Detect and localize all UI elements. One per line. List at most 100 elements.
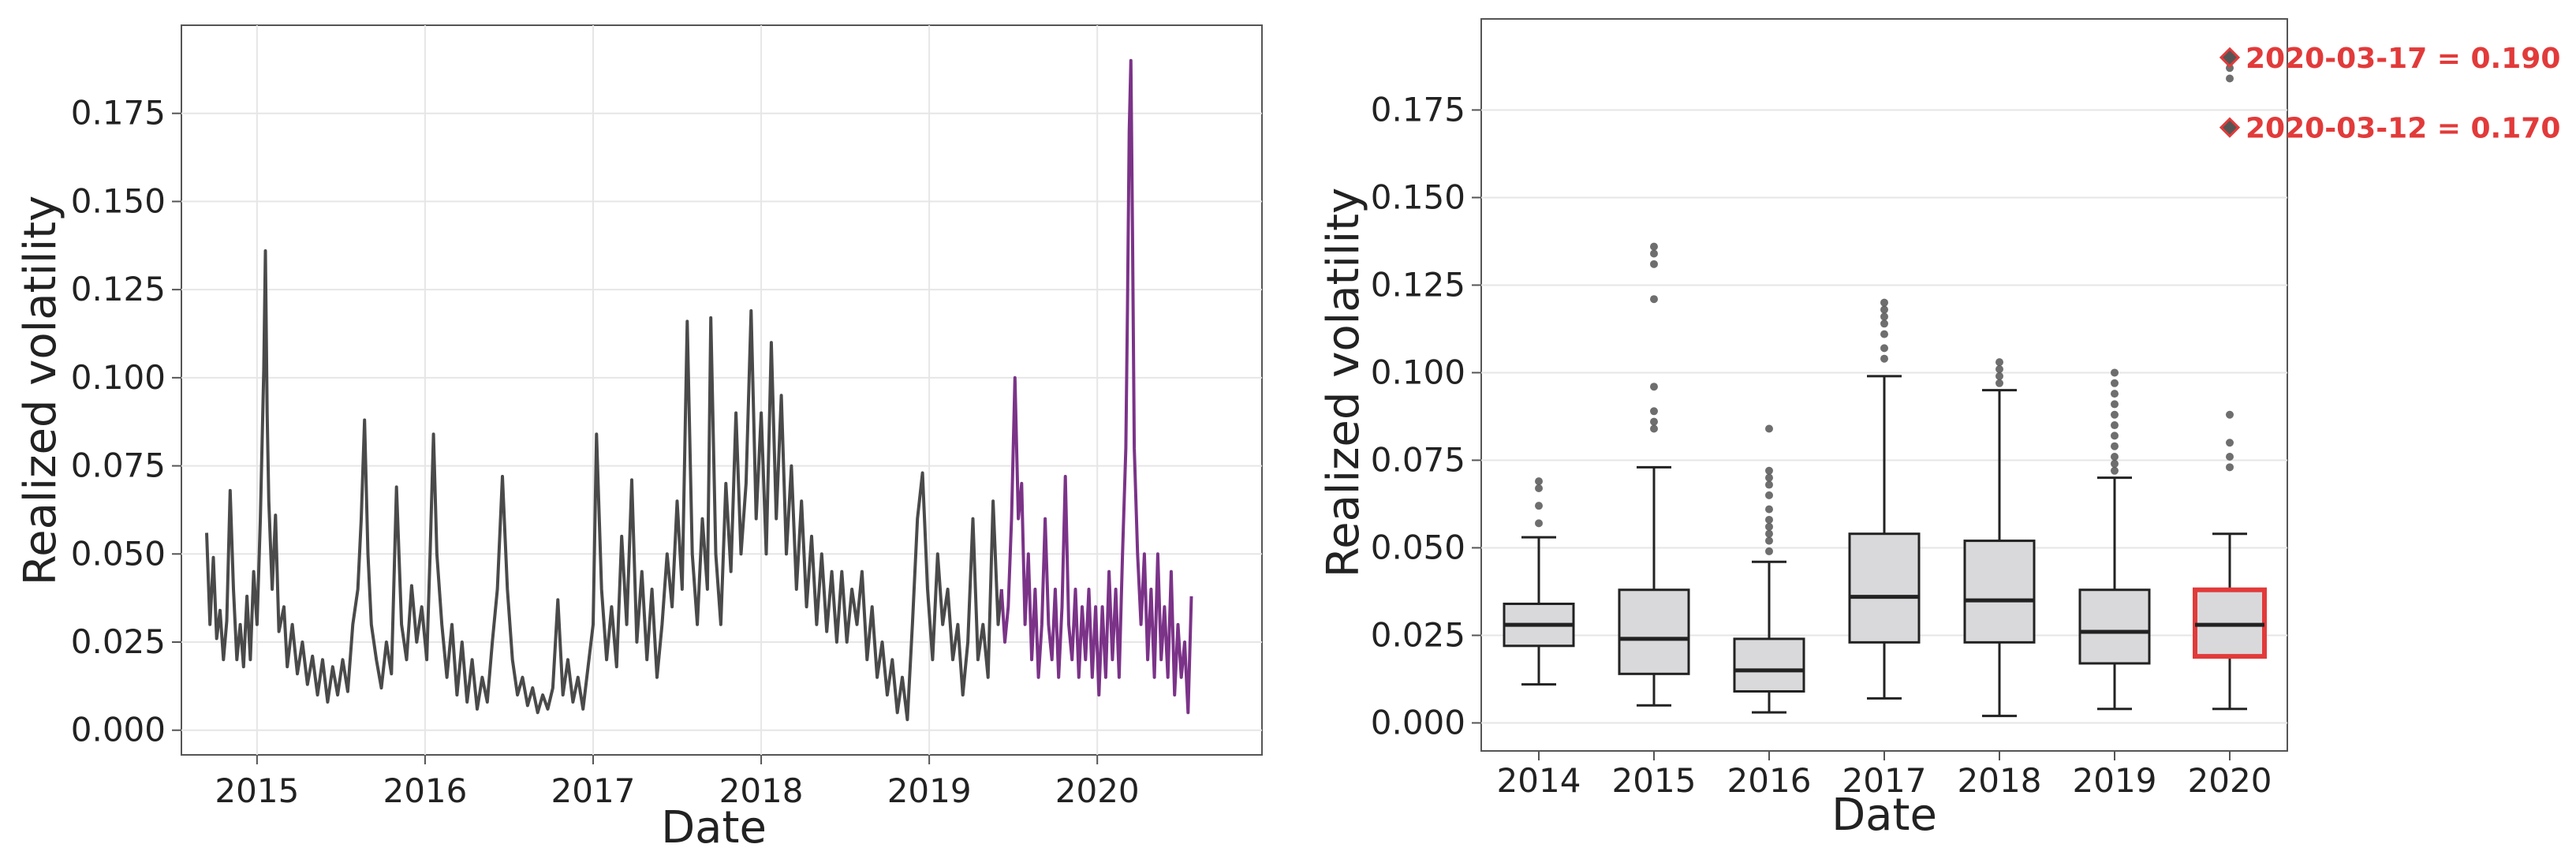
boxplot-2016 [1733,424,1805,714]
boxplot-2015 [1618,242,1690,707]
left-y-tick-label: 0.150 [71,181,166,220]
boxplot-2019 [2078,368,2151,711]
left-x-tick-label: 2019 [887,771,972,810]
annotation-marker [2219,117,2241,138]
outlier-point [2111,421,2119,430]
outlier-point [2111,453,2119,461]
left-x-tick-label: 2016 [383,771,467,810]
outlier-point [2226,410,2234,419]
outlier-point [1765,547,1773,555]
left-gridlines [172,25,1262,764]
outlier-annotations: 2020-03-17 = 0.190 2020-03-12 = 0.170 [2219,43,2560,145]
left-x-tick-label: 2020 [1055,771,1140,810]
outlier-point [1880,305,1888,314]
outlier-point [1880,330,1888,338]
right-x-tick-label: 2017 [1842,761,1927,800]
outlier-point [1650,383,1658,391]
left-x-tick-labels: 2015 2016 2017 2018 2019 2020 [215,771,1139,810]
outlier-point [1995,358,2003,367]
outlier-point [1535,477,1543,486]
right-x-tick-label: 2020 [2188,761,2272,800]
iqr-box [2078,588,2151,665]
right-y-tick-label: 0.100 [1371,353,1465,391]
left-y-tick-label: 0.025 [71,622,166,661]
outlier-point [1765,505,1773,514]
outlier-point [1995,372,2003,380]
outlier-point [1995,365,2003,374]
outlier-point [1535,484,1543,492]
right-x-tick-label: 2016 [1727,761,1812,800]
left-y-tick-label: 0.050 [71,534,166,573]
outlier-point [1650,242,1658,251]
outlier-point [1880,312,1888,321]
outlier-point [1765,480,1773,489]
right-y-tick-label: 0.000 [1371,703,1465,741]
boxplot-panel: 0.000 0.025 0.050 0.075 0.100 0.125 0.150 0.175… [1318,18,2560,841]
outlier-point [1650,424,1658,433]
left-y-tick-label: 0.100 [71,358,166,397]
left-x-axis-title: Date [661,802,767,853]
outlier-point [2111,431,2119,440]
outlier-point [1880,344,1888,353]
right-y-tick-labels: 0.000 0.025 0.050 0.075 0.100 0.125 0.150 0.175 [1371,90,1465,741]
series-line-primary [205,249,1003,722]
outlier-point [1650,295,1658,304]
right-y-tick-label: 0.025 [1371,615,1465,654]
boxplot-2014 [1503,477,1575,686]
left-series-lines [205,58,1193,722]
outlier-point [2111,459,2119,468]
outlier-point [2111,466,2119,475]
right-y-tick-label: 0.125 [1371,265,1465,304]
outlier-point [1535,502,1543,510]
right-x-tick-labels: 2014 2015 2016 2017 2018 2019 2020 [1497,761,2272,800]
outlier-point [1650,260,1658,268]
outlier-point [2111,410,2119,419]
right-x-axis-title: Date [1831,790,1937,841]
annotation-label: 2020-03-12 = 0.170 [2246,113,2560,145]
right-y-axis-title: Realized volatility [1318,188,1369,577]
right-y-tick-label: 0.075 [1371,440,1465,479]
right-x-tick-label: 2014 [1497,761,1581,800]
right-x-tick-label: 2019 [2073,761,2157,800]
outlier-point [2226,463,2234,472]
iqr-box [1618,588,1690,675]
outlier-point [2226,453,2234,461]
outlier-point [2226,439,2234,447]
outlier-point [2111,368,2119,377]
right-y-tick-label: 0.050 [1371,528,1465,566]
outlier-point [2111,379,2119,387]
boxplot-2017 [1848,298,1921,700]
left-x-tick-label: 2018 [719,771,804,810]
outlier-point [1650,407,1658,416]
left-y-axis-title: Realized volatility [15,196,66,585]
annotation-label: 2020-03-17 = 0.190 [2246,43,2560,75]
outlier-point [1765,473,1773,482]
outlier-point [1650,417,1658,426]
iqr-box [1733,637,1805,693]
right-x-tick-label: 2018 [1958,761,2042,800]
left-x-tick-label: 2017 [551,771,636,810]
outlier-point [1765,529,1773,538]
right-y-tick-label: 0.150 [1371,177,1465,216]
outlier-point [1880,354,1888,363]
right-y-tick-label: 0.175 [1371,90,1465,129]
outlier-point [1880,298,1888,307]
left-y-tick-labels: 0.000 0.025 0.050 0.075 0.100 0.125 0.150 0.175 [71,94,166,749]
iqr-box [1963,540,2036,644]
outlier-point [1765,515,1773,524]
outlier-point [2226,64,2234,73]
outlier-point [1995,379,2003,387]
outlier-point [1880,319,1888,328]
outlier-point [1765,424,1773,433]
series-line-highlight [999,58,1193,715]
iqr-box [1848,532,1921,644]
time-series-panel: 0.000 0.025 0.050 0.075 0.100 0.125 0.150 0.175… [15,24,1263,853]
left-y-tick-label: 0.175 [71,94,166,133]
outlier-point [2111,400,2119,409]
outlier-point [1765,536,1773,545]
boxplot-2018 [1963,358,2036,718]
right-x-tick-label: 2015 [1612,761,1697,800]
left-y-tick-label: 0.075 [71,446,166,485]
left-y-tick-label: 0.125 [71,270,166,308]
